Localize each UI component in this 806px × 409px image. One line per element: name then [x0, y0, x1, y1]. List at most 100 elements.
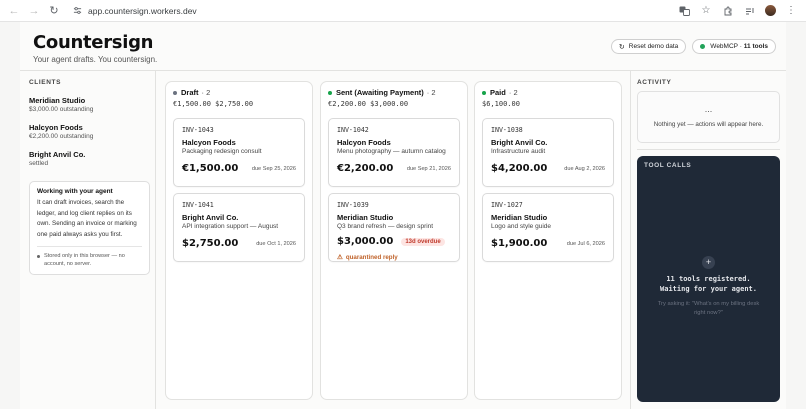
- header-divider: [20, 70, 786, 71]
- panel-divider: [637, 149, 780, 150]
- agent-card-body: It can draft invoices, search the ledger…: [37, 199, 137, 238]
- invoice-due-date: due Aug 2, 2026: [564, 165, 605, 172]
- invoice-amount: $2,750.00: [182, 238, 239, 249]
- agent-info-card: Working with your agent It can draft inv…: [29, 181, 150, 275]
- translate-icon[interactable]: [677, 4, 691, 18]
- back-icon[interactable]: ←: [8, 4, 20, 17]
- invoice-due-date: due Sep 25, 2026: [251, 165, 296, 172]
- column-paid: Paid · 2 $6,100.00 INV-1038 Bright Anvil…: [474, 81, 622, 400]
- agent-card-divider: [37, 246, 142, 247]
- column-count: 2: [206, 88, 211, 97]
- clients-heading: CLIENTS: [29, 79, 62, 86]
- activity-heading: ACTIVITY: [637, 79, 672, 86]
- profile-avatar[interactable]: [765, 5, 776, 16]
- reset-demo-button[interactable]: ↻ Reset demo data: [610, 39, 687, 54]
- invoice-amount: €1,500.00: [182, 163, 239, 174]
- invoice-id: INV-1041: [182, 201, 214, 209]
- invoice-amount: $1,900.00: [491, 238, 548, 249]
- app-header: Countersign Your agent drafts. You count…: [22, 22, 784, 70]
- client-item-meridian-studio[interactable]: Meridian Studio $3,000.00 outstanding: [29, 96, 147, 113]
- invoice-id: INV-1038: [491, 126, 523, 134]
- reload-icon[interactable]: ↻: [49, 5, 59, 17]
- column-count: 2: [431, 88, 436, 97]
- client-status: $3,000.00 outstanding: [29, 106, 94, 113]
- bullet-icon: [37, 255, 40, 258]
- browser-toolbar: ← → ↻ app.countersign.workers.dev ☆ ⋮: [0, 0, 806, 22]
- status-dot-icon: [700, 44, 706, 49]
- tool-calls-hint: Try asking it: "What's on my billing des…: [657, 301, 760, 316]
- activity-panel: ACTIVITY ... Nothing yet — actions will …: [630, 71, 786, 409]
- column-count: 2: [513, 88, 518, 97]
- invoice-description: Packaging redesign consult: [182, 148, 262, 155]
- reset-demo-label: Reset demo data: [628, 43, 679, 50]
- client-status: €2,200.00 outstanding: [29, 133, 94, 140]
- invoice-description: API integration support — August: [182, 223, 279, 230]
- activity-feed: ... Nothing yet — actions will appear he…: [637, 91, 780, 143]
- activity-empty-message: Nothing yet — actions will appear here.: [653, 121, 764, 128]
- storage-note-text: Stored only in this browser — no account…: [44, 253, 125, 267]
- storage-note: Stored only in this browser — no account…: [37, 252, 142, 268]
- invoice-description: Infrastructure audit: [491, 148, 546, 155]
- invoice-card-inv-1039[interactable]: INV-1039 Meridian Studio Q3 brand refres…: [328, 193, 460, 262]
- invoice-card-inv-1042[interactable]: INV-1042 Halcyon Foods Menu photography …: [328, 118, 460, 187]
- invoice-card-inv-1041[interactable]: INV-1041 Bright Anvil Co. API integratio…: [173, 193, 305, 262]
- tools-count-label: 11 tools: [743, 43, 768, 50]
- clients-sidebar: CLIENTS Meridian Studio $3,000.00 outsta…: [20, 71, 156, 409]
- client-name: Meridian Studio: [29, 96, 86, 105]
- invoice-client: Meridian Studio: [337, 213, 394, 222]
- quarantined-reply-link[interactable]: ⚠ quarantined reply: [337, 253, 451, 262]
- invoice-description: Menu photography — autumn catalog: [337, 148, 446, 155]
- status-dot-icon: [328, 90, 332, 95]
- invoice-id: INV-1027: [491, 201, 523, 209]
- status-dot-icon: [482, 90, 486, 95]
- invoice-amount: €2,200.00: [337, 163, 394, 174]
- activity-ellipsis: ...: [704, 104, 713, 114]
- tool-calls-panel: TOOL CALLS + 11 tools registered. Waitin…: [637, 156, 780, 402]
- column-title: Sent (Awaiting Payment): [336, 88, 424, 97]
- brand: Countersign Your agent drafts. You count…: [33, 32, 157, 64]
- webmcp-label: WebMCP: [710, 43, 738, 50]
- column-header: Paid · 2: [482, 88, 614, 97]
- invoice-client: Halcyon Foods: [182, 138, 236, 147]
- page-title: Countersign: [33, 32, 154, 53]
- tool-calls-heading: TOOL CALLS: [644, 162, 692, 169]
- client-name: Bright Anvil Co.: [29, 150, 86, 159]
- invoice-description: Q3 brand refresh — design sprint: [337, 223, 434, 230]
- overdue-badge: 13d overdue: [401, 237, 445, 246]
- extensions-icon[interactable]: [721, 4, 735, 18]
- tools-registered-text: 11 tools registered. Waiting for your ag…: [660, 275, 757, 293]
- refresh-icon: ↻: [618, 43, 625, 51]
- client-item-bright-anvil[interactable]: Bright Anvil Co. settled: [29, 150, 147, 167]
- column-draft: Draft · 2 €1,500.00 $2,750.00 INV-1043 H…: [165, 81, 313, 400]
- forward-icon[interactable]: →: [28, 4, 40, 17]
- webmcp-status-badge[interactable]: WebMCP · 11 tools: [692, 39, 776, 54]
- column-total: €2,200.00 $3,000.00: [328, 100, 409, 108]
- client-status: settled: [29, 160, 49, 167]
- invoice-card-inv-1027[interactable]: INV-1027 Meridian Studio Logo and style …: [482, 193, 614, 262]
- status-dot-icon: [173, 90, 177, 95]
- site-settings-icon[interactable]: [70, 4, 84, 18]
- invoice-client: Bright Anvil Co.: [182, 213, 239, 222]
- invoice-client: Halcyon Foods: [337, 138, 391, 147]
- media-icon[interactable]: [743, 4, 757, 18]
- invoice-client: Meridian Studio: [491, 213, 548, 222]
- invoice-card-inv-1038[interactable]: INV-1038 Bright Anvil Co. Infrastructure…: [482, 118, 614, 187]
- invoice-card-inv-1043[interactable]: INV-1043 Halcyon Foods Packaging redesig…: [173, 118, 305, 187]
- column-title: Draft: [181, 88, 199, 97]
- invoice-due-date: due Oct 1, 2026: [256, 240, 296, 247]
- invoice-amount: $4,200.00: [491, 163, 548, 174]
- column-total: €1,500.00 $2,750.00: [173, 100, 254, 108]
- menu-icon[interactable]: ⋮: [786, 5, 796, 16]
- invoice-due-date: due Sep 21, 2026: [406, 165, 451, 172]
- address-bar[interactable]: app.countersign.workers.dev: [70, 3, 677, 19]
- url-text: app.countersign.workers.dev: [88, 5, 197, 16]
- plus-icon: +: [702, 256, 715, 269]
- column-header: Sent (Awaiting Payment) · 2: [328, 88, 460, 97]
- invoice-id: INV-1043: [182, 126, 214, 134]
- invoice-amount: $3,000.00: [337, 236, 394, 247]
- invoice-id: INV-1039: [337, 201, 369, 209]
- column-total: $6,100.00: [482, 100, 520, 108]
- star-icon[interactable]: ☆: [701, 5, 711, 16]
- client-item-halcyon-foods[interactable]: Halcyon Foods €2,200.00 outstanding: [29, 123, 147, 140]
- client-name: Halcyon Foods: [29, 123, 83, 132]
